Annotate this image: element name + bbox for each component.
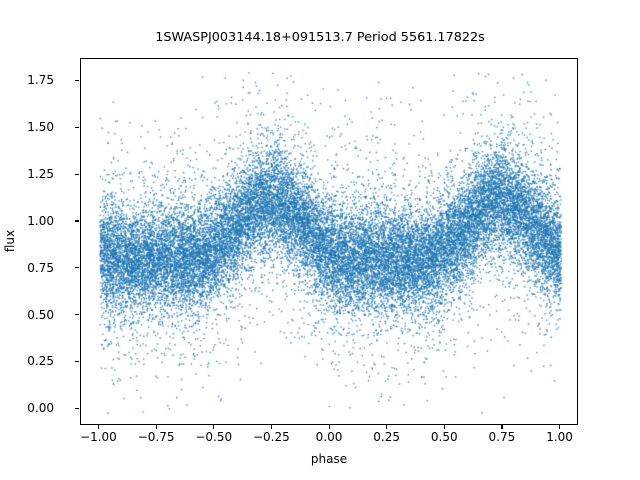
x-tick-label: 0.75 bbox=[488, 430, 516, 444]
y-tick-mark bbox=[75, 407, 79, 409]
x-tick-mark bbox=[443, 425, 445, 429]
x-tick-label: 0.50 bbox=[430, 430, 458, 444]
y-tick-mark bbox=[75, 79, 79, 82]
x-tick-label: −0.50 bbox=[195, 430, 233, 444]
y-tick-mark bbox=[75, 360, 79, 362]
y-tick-label: 1.75 bbox=[27, 73, 54, 88]
x-axis-label: phase bbox=[310, 452, 348, 466]
y-tick-label: 0.75 bbox=[27, 260, 54, 275]
x-tick-label: −0.25 bbox=[252, 430, 290, 444]
x-tick-mark bbox=[270, 425, 272, 429]
x-tick-mark bbox=[97, 425, 100, 429]
y-tick-mark bbox=[75, 173, 79, 175]
chart-title: 1SWASPJ003144.18+091513.7 Period 5561.17… bbox=[155, 30, 485, 45]
x-tick-label: −1.00 bbox=[80, 430, 117, 444]
plot-axes bbox=[80, 58, 578, 425]
x-tick-mark bbox=[328, 425, 330, 429]
y-tick-label: 1.25 bbox=[27, 167, 54, 182]
x-tick-mark bbox=[213, 425, 215, 429]
x-tick-mark bbox=[386, 425, 388, 429]
y-tick-label: 0.00 bbox=[27, 401, 54, 416]
x-tick-mark bbox=[155, 425, 157, 429]
y-tick-label: 1.00 bbox=[27, 213, 54, 228]
y-tick-mark bbox=[75, 314, 79, 316]
scatter-plot-points bbox=[81, 59, 577, 424]
y-tick-mark bbox=[75, 126, 79, 128]
y-tick-label: 0.50 bbox=[27, 307, 54, 322]
x-tick-label: 0.25 bbox=[373, 430, 400, 444]
y-tick-label: 0.25 bbox=[27, 354, 54, 369]
y-tick-mark bbox=[75, 220, 79, 222]
x-tick-mark bbox=[559, 425, 561, 429]
x-tick-label: −0.75 bbox=[137, 430, 175, 444]
x-tick-label: 1.00 bbox=[546, 430, 573, 444]
y-tick-label: 1.50 bbox=[27, 120, 54, 135]
y-axis-label: flux bbox=[3, 229, 17, 253]
y-tick-mark bbox=[75, 267, 79, 269]
x-tick-mark bbox=[501, 425, 503, 429]
x-tick-label: 0.00 bbox=[315, 430, 343, 444]
